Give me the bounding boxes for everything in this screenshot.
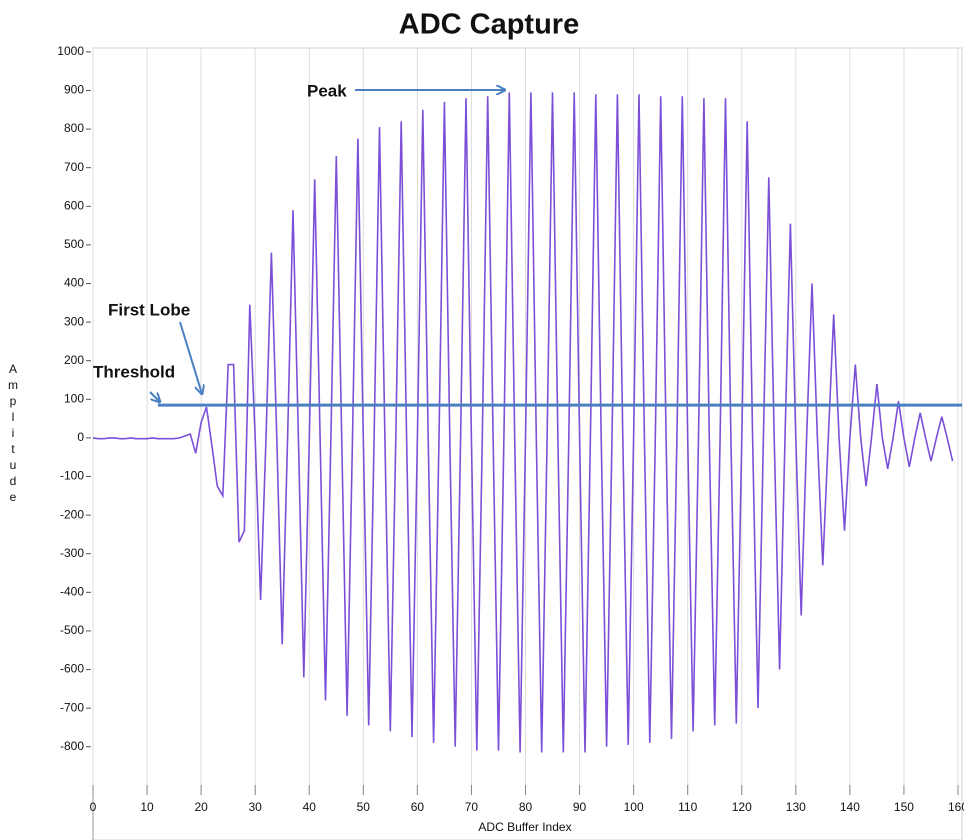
y-tick-label: 500 xyxy=(64,237,84,251)
x-tick-label: 140 xyxy=(840,800,860,814)
y-tick-label: 600 xyxy=(64,198,84,212)
annotation: Peak xyxy=(307,81,347,100)
y-tick-label: 1000 xyxy=(57,44,84,58)
x-tick-label: 150 xyxy=(894,800,914,814)
x-tick-label: 120 xyxy=(732,800,752,814)
annotation-arrow xyxy=(179,321,202,394)
x-tick-label: 50 xyxy=(357,800,371,814)
y-tick-label: -800 xyxy=(60,739,84,753)
annotation: First Lobe xyxy=(108,300,190,319)
x-tick-label: 20 xyxy=(194,800,208,814)
y-tick-label: -400 xyxy=(60,584,84,598)
x-axis-label: ADC Buffer Index xyxy=(478,820,571,834)
y-tick-label: -700 xyxy=(60,700,84,714)
x-tick-label: 10 xyxy=(140,800,154,814)
y-axis-label: Amplitude xyxy=(6,362,20,506)
chart-title: ADC Capture xyxy=(399,9,579,41)
x-tick-label: 80 xyxy=(519,800,533,814)
y-tick-label: 400 xyxy=(64,276,84,290)
x-tick-label: 60 xyxy=(411,800,425,814)
y-tick-label: 800 xyxy=(64,121,84,135)
y-tick-label: -300 xyxy=(60,546,84,560)
plot-area xyxy=(92,47,963,840)
y-tick-label: 0 xyxy=(77,430,84,444)
x-tick-label: 0 xyxy=(90,800,97,814)
y-tick-label: -100 xyxy=(60,469,84,483)
y-tick-label: 100 xyxy=(64,391,84,405)
x-tick-label: 70 xyxy=(465,800,479,814)
y-tick-label: 200 xyxy=(64,353,84,367)
x-tick-label: 40 xyxy=(303,800,317,814)
y-tick-label: -200 xyxy=(60,507,84,521)
x-tick-label: 100 xyxy=(624,800,644,814)
data-line xyxy=(92,92,954,753)
x-tick-label: 90 xyxy=(573,800,587,814)
y-tick-label: 900 xyxy=(64,83,84,97)
x-tick-label: 160 xyxy=(948,800,964,814)
annotation: Threshold xyxy=(93,362,175,381)
y-tick-label: 300 xyxy=(64,314,84,328)
y-tick-label: -600 xyxy=(60,662,84,676)
x-tick-label: 110 xyxy=(678,800,697,814)
x-tick-label: 130 xyxy=(786,800,806,814)
y-tick-label: -500 xyxy=(60,623,84,637)
y-tick-label: 700 xyxy=(64,160,84,174)
x-tick-label: 30 xyxy=(249,800,263,814)
annotation-arrow xyxy=(149,391,160,402)
